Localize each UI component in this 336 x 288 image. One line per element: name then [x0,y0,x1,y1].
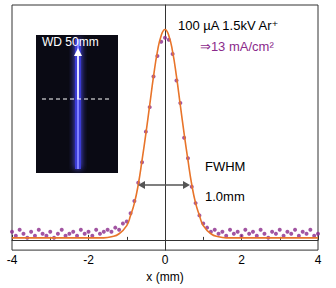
svg-text:1.0mm: 1.0mm [205,189,245,204]
svg-text:WD 50mm: WD 50mm [42,35,99,49]
svg-text:2: 2 [238,253,245,267]
svg-text:-2: -2 [83,253,94,267]
svg-text:x (mm): x (mm) [146,270,183,284]
svg-text:4: 4 [315,253,322,267]
svg-text:-4: -4 [7,253,18,267]
svg-text:FWHM: FWHM [205,159,245,174]
svg-text:100 µA 1.5kV Ar⁺: 100 µA 1.5kV Ar⁺ [178,18,278,33]
svg-text:0: 0 [162,253,169,267]
svg-text:⇒13 mA/cm²: ⇒13 mA/cm² [200,39,274,54]
